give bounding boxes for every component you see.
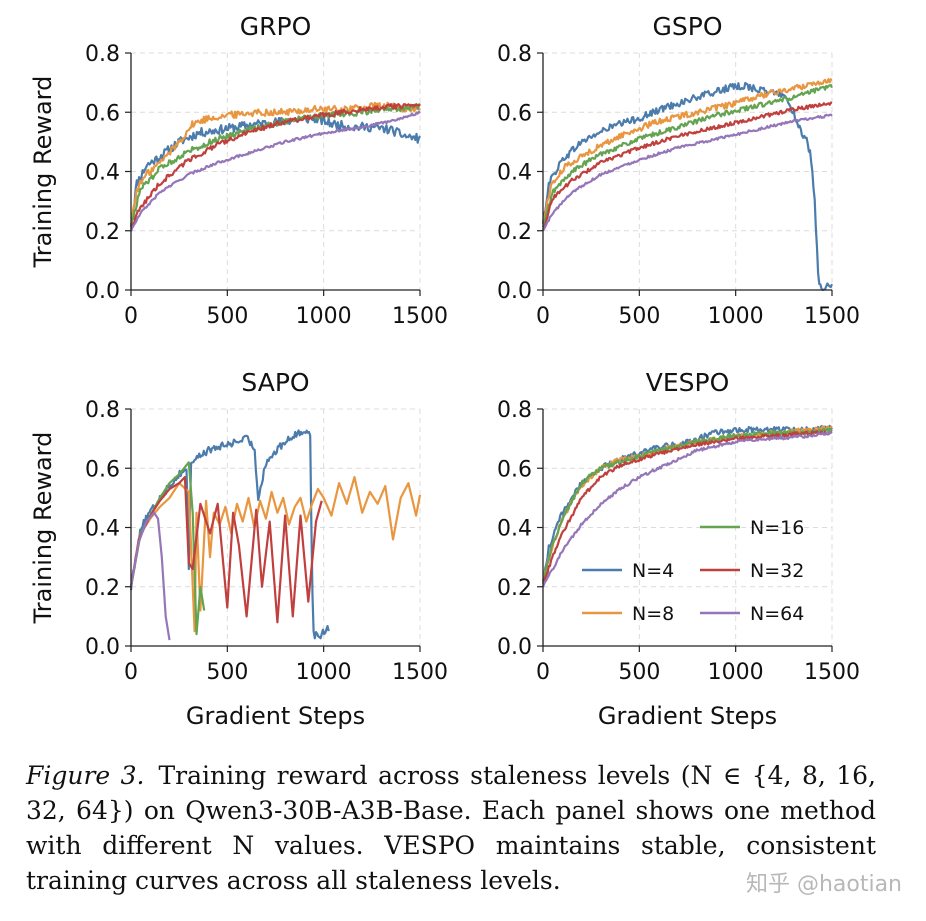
- x-tick-label: 1500: [804, 660, 860, 685]
- legend-item-n-4: N=4: [582, 560, 674, 582]
- y-tick-label: 0.6: [497, 101, 532, 126]
- y-tick-label: 0.0: [85, 279, 120, 304]
- panel-sapo: 0 500 1000 1500 0.0 0.2 0.4 0.6 0.8 SAPO Training …: [29, 368, 448, 730]
- y-tick-label: 0.4: [85, 517, 120, 542]
- y-tick-label: 0.8: [85, 398, 120, 423]
- x-tick-label: 500: [618, 304, 660, 329]
- y-tick-label: 0.2: [85, 576, 120, 601]
- y-tick-label: 0.8: [497, 42, 532, 67]
- y-tick-label: 0.4: [497, 517, 532, 542]
- legend-item-n-8: N=8: [582, 603, 674, 625]
- legend-label: N=8: [632, 603, 674, 625]
- legend-item-n-16: N=16: [700, 517, 804, 539]
- y-tick-label: 0.0: [497, 279, 532, 304]
- series-line-n-32: [541, 430, 833, 585]
- legend-label: N=16: [750, 517, 804, 539]
- panel-grpo: 0 500 1000 1500 0.0 0.2 0.4 0.6 0.8 GRPO Training …: [29, 12, 448, 329]
- y-axis-label: Training Reward: [29, 432, 57, 625]
- y-tick-label: 0.6: [85, 101, 120, 126]
- x-tick-label: 1000: [296, 660, 352, 685]
- x-tick-label: 500: [206, 660, 248, 685]
- panel-title: GRPO: [240, 12, 312, 41]
- panel-title: VESPO: [646, 368, 730, 397]
- legend-item-n-32: N=32: [700, 560, 804, 582]
- series-line-n-4: [541, 81, 834, 292]
- y-tick-label: 0.2: [497, 220, 532, 245]
- x-tick-label: 1000: [296, 304, 352, 329]
- series-line-n-64: [129, 110, 421, 232]
- x-tick-label: 0: [536, 660, 550, 685]
- x-tick-label: 1500: [392, 660, 448, 685]
- y-tick-label: 0.8: [85, 42, 120, 67]
- y-tick-label: 0.0: [85, 635, 120, 660]
- legend: N=16 N=4 N=32 N=8 N=64: [582, 517, 804, 625]
- caption-text: Training reward across staleness levels …: [26, 761, 876, 895]
- x-tick-label: 1500: [392, 304, 448, 329]
- series-line-n-32: [542, 101, 833, 231]
- y-tick-label: 0.4: [85, 161, 120, 186]
- y-axis-label: Training Reward: [29, 76, 57, 269]
- panel-title: GSPO: [653, 12, 723, 41]
- legend-label: N=32: [750, 560, 804, 582]
- series-line-n-16: [541, 83, 833, 228]
- watermark-text: 知乎 @haotian: [745, 872, 902, 897]
- legend-label: N=64: [750, 603, 804, 625]
- x-tick-label: 1000: [708, 304, 764, 329]
- x-axis-label: Gradient Steps: [186, 702, 365, 730]
- panel-gspo: 0 500 1000 1500 0.0 0.2 0.4 0.6 0.8 GSPO: [497, 12, 860, 329]
- x-tick-label: 0: [536, 304, 550, 329]
- x-axis-label: Gradient Steps: [598, 702, 777, 730]
- y-tick-label: 0.6: [85, 457, 120, 482]
- series-line-n-16: [541, 427, 833, 582]
- figure-grid: 0 500 1000 1500 0.0 0.2 0.4 0.6 0.8 GRPO Training …: [29, 12, 860, 730]
- y-tick-label: 0.2: [85, 220, 120, 245]
- y-tick-label: 0.8: [497, 398, 532, 423]
- series-line-n-32: [129, 102, 421, 230]
- y-tick-label: 0.0: [497, 635, 532, 660]
- y-tick-label: 0.6: [497, 457, 532, 482]
- series-line-n-64: [129, 511, 171, 641]
- series-line-n-4: [541, 424, 833, 582]
- series-line-n-16: [129, 102, 421, 227]
- y-tick-label: 0.2: [497, 576, 532, 601]
- legend-label: N=4: [632, 560, 674, 582]
- series-line-n-32: [129, 476, 323, 624]
- legend-item-n-64: N=64: [700, 603, 804, 625]
- series-line-n-64: [542, 113, 833, 231]
- x-tick-label: 1000: [708, 660, 764, 685]
- figure-caption: Figure 3. Training reward across stalenes…: [26, 758, 876, 898]
- x-tick-label: 500: [618, 660, 660, 685]
- panel-vespo: 0 500 1000 1500 0.0 0.2 0.4 0.6 0.8 VESPO Gradient…: [497, 368, 860, 730]
- series-line-n-8: [541, 77, 833, 225]
- x-tick-label: 0: [124, 660, 138, 685]
- figure-label: Figure 3.: [26, 761, 145, 790]
- series-line-n-8: [129, 101, 421, 227]
- x-tick-label: 500: [206, 304, 248, 329]
- x-tick-label: 0: [124, 304, 138, 329]
- panel-title: SAPO: [241, 368, 309, 397]
- series-line-n-64: [541, 430, 833, 588]
- series-line-n-8: [541, 425, 833, 582]
- y-tick-label: 0.4: [497, 161, 532, 186]
- x-tick-label: 1500: [804, 304, 860, 329]
